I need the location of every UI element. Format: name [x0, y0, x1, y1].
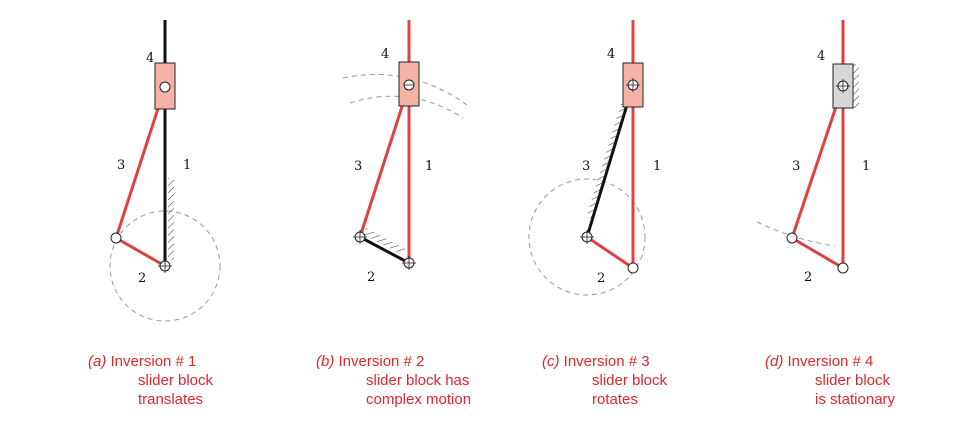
label-coupler: 3 [792, 159, 800, 174]
caption-letter: (a) [88, 353, 107, 370]
coupler-link-3 [114, 86, 167, 239]
crank-link-2 [115, 236, 166, 268]
caption-line: slider block has [366, 372, 470, 389]
panel-d: 4 3 1 2 [756, 20, 870, 285]
coupler-crank-pin [786, 232, 798, 244]
caption-c: (c) Inversion # 3 slider block rotates [542, 352, 667, 409]
coupler-link-3 [585, 84, 635, 238]
caption-line: is stationary [815, 391, 896, 408]
coupler-link-3 [790, 85, 845, 239]
label-slider: 4 [817, 49, 825, 64]
caption-line: slider block [592, 372, 668, 389]
stationary-block-hatch [853, 64, 859, 108]
panel-c: 4 3 1 2 [528, 20, 661, 296]
slider-pin [159, 81, 171, 93]
crank-link-2 [586, 235, 634, 270]
panel-a: 4 3 1 2 [109, 20, 221, 322]
caption-a: (a) Inversion # 1 slider block translate… [88, 352, 213, 409]
panel-b: 4 3 1 2 [342, 20, 468, 285]
caption-b: (b) Inversion # 2 slider block has compl… [316, 352, 471, 409]
caption-title: Inversion # 4 [787, 353, 874, 370]
label-crank: 2 [367, 270, 375, 285]
label-ground: 1 [183, 158, 191, 173]
crank-end-pin [627, 262, 639, 274]
coupler-crank-pin [110, 232, 122, 244]
caption-line: complex motion [366, 391, 472, 408]
label-slider: 4 [381, 47, 389, 62]
label-ground: 1 [425, 159, 433, 174]
label-coupler: 3 [582, 159, 590, 174]
caption-letter: (d) [765, 353, 784, 370]
caption-title: Inversion # 3 [563, 353, 650, 370]
crank-path-circle [109, 210, 221, 322]
label-crank: 2 [804, 270, 812, 285]
caption-line: rotates [592, 391, 638, 408]
coupler-hatch [586, 101, 628, 219]
caption-line: slider block [815, 372, 891, 389]
caption-letter: (b) [316, 353, 335, 370]
label-ground: 1 [653, 159, 661, 174]
caption-letter: (c) [542, 353, 560, 370]
label-slider: 4 [607, 47, 615, 62]
coupler-link-3 [358, 84, 411, 238]
crank-path-arc [756, 221, 836, 247]
crank-link-2 [791, 236, 844, 270]
label-slider: 4 [146, 51, 154, 66]
label-coupler: 3 [117, 158, 125, 173]
ground-hatch [363, 228, 406, 255]
crank-end-pin [837, 262, 849, 274]
caption-title: Inversion # 2 [338, 353, 425, 370]
crank-path-circle [528, 178, 646, 296]
caption-title: Inversion # 1 [110, 353, 197, 370]
label-coupler: 3 [354, 159, 362, 174]
caption-line: slider block [138, 372, 214, 389]
label-ground: 1 [862, 159, 870, 174]
caption-line: translates [138, 391, 204, 408]
label-crank: 2 [138, 271, 146, 286]
label-crank: 2 [597, 271, 605, 286]
ground-hatch [168, 178, 174, 260]
crank-link-2 [359, 235, 410, 265]
caption-d: (d) Inversion # 4 slider block is statio… [765, 352, 895, 409]
